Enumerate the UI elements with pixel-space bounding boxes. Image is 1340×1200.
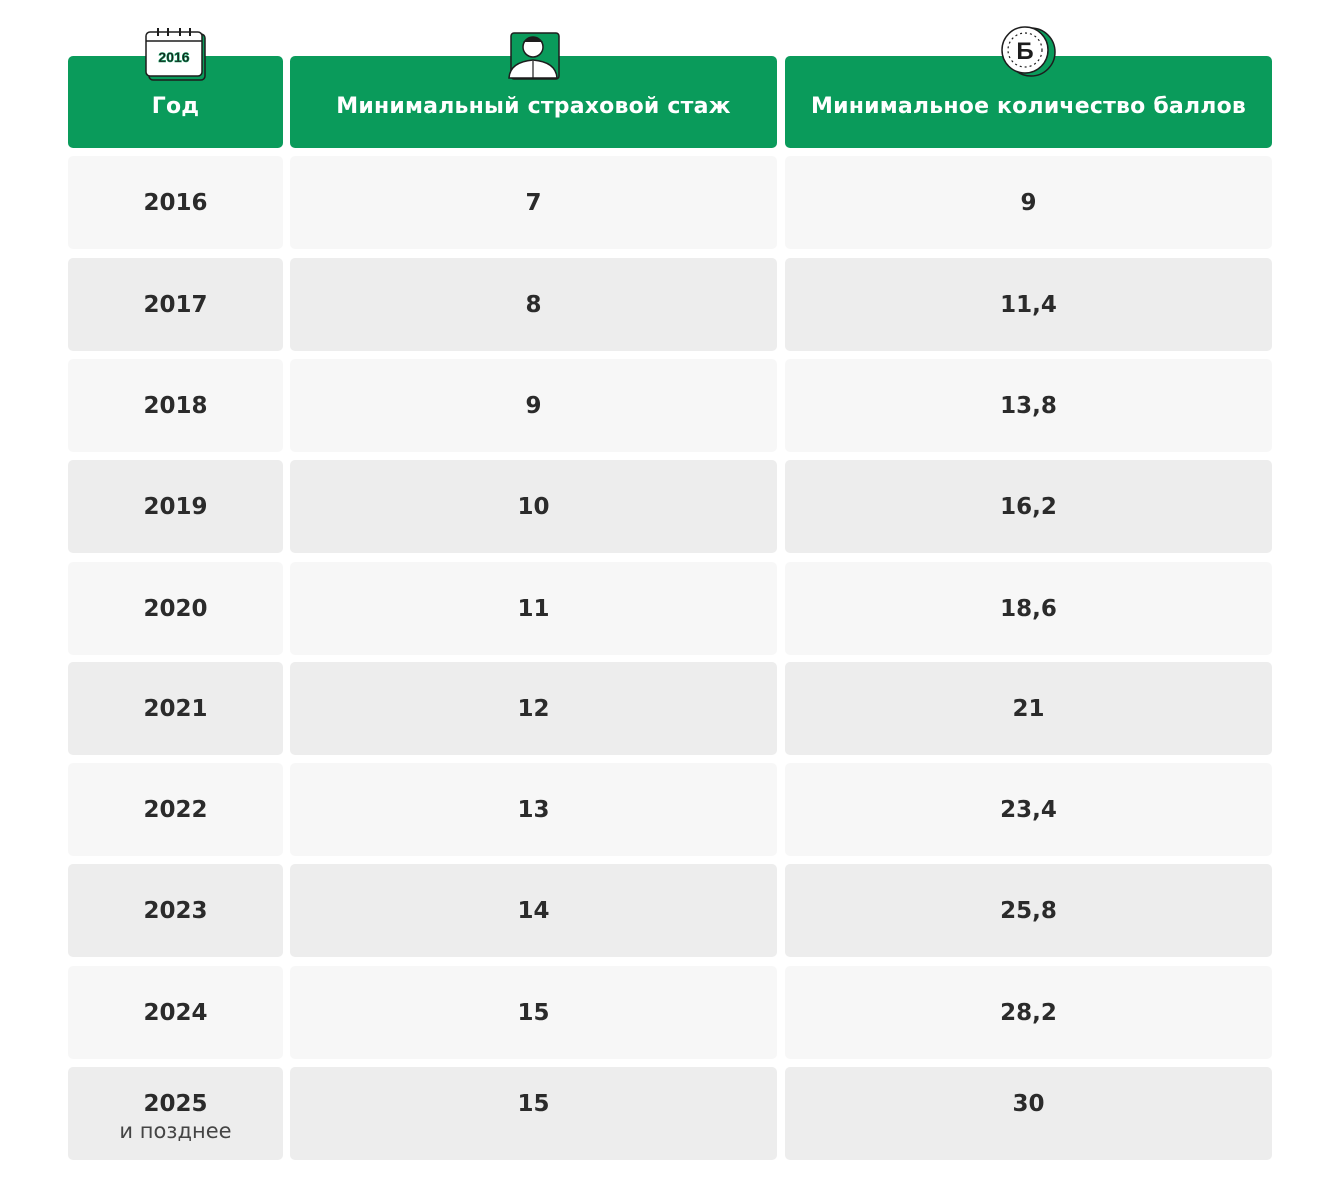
experience-value: 11 <box>517 595 550 622</box>
experience-value: 15 <box>517 999 550 1026</box>
table-row-cell-year: 2017 <box>68 258 283 351</box>
table-row-cell-experience: 15 <box>290 1067 777 1160</box>
table-row-cell-points: 16,2 <box>785 460 1272 553</box>
year-value: 2016 <box>143 189 208 216</box>
coin-icon: Б <box>1001 26 1056 77</box>
calendar-icon: 2016 <box>145 28 206 81</box>
table-row-cell-points: 23,4 <box>785 763 1272 856</box>
table-row-cell-experience: 9 <box>290 359 777 452</box>
table-row-cell-experience: 10 <box>290 460 777 553</box>
points-value: 23,4 <box>1000 796 1057 823</box>
points-value: 11,4 <box>1000 291 1057 318</box>
points-value: 25,8 <box>1000 897 1057 924</box>
experience-value: 14 <box>517 897 550 924</box>
table-row-cell-year: 2025 и позднее <box>68 1067 283 1160</box>
table-row-cell-points: 30 <box>785 1067 1272 1160</box>
table-row-cell-year: 2021 <box>68 662 283 755</box>
header-experience-label: Минимальный страховой стаж <box>336 93 731 119</box>
table-row-cell-experience: 11 <box>290 562 777 655</box>
table-row-cell-points: 28,2 <box>785 966 1272 1059</box>
year-note: и позднее <box>119 1119 232 1143</box>
table-row-cell-points: 25,8 <box>785 864 1272 957</box>
table-row-cell-year: 2019 <box>68 460 283 553</box>
experience-value: 8 <box>525 291 542 318</box>
table-row-cell-points: 21 <box>785 662 1272 755</box>
header-year-label: Год <box>151 93 200 119</box>
table-row-cell-experience: 13 <box>290 763 777 856</box>
table-row-cell-experience: 12 <box>290 662 777 755</box>
calendar-icon-text: 2016 <box>158 49 189 65</box>
table-row-cell-year: 2016 <box>68 156 283 249</box>
year-value: 2020 <box>143 595 208 622</box>
table-row-cell-points: 18,6 <box>785 562 1272 655</box>
table-row-cell-experience: 8 <box>290 258 777 351</box>
table-row-cell-experience: 14 <box>290 864 777 957</box>
year-value: 2023 <box>143 897 208 924</box>
table-row-cell-experience: 15 <box>290 966 777 1059</box>
experience-value: 10 <box>517 493 550 520</box>
year-value: 2018 <box>143 392 208 419</box>
year-value: 2017 <box>143 291 208 318</box>
points-value: 28,2 <box>1000 999 1057 1026</box>
table-row-cell-year: 2020 <box>68 562 283 655</box>
points-value: 16,2 <box>1000 493 1057 520</box>
year-value: 2025 <box>143 1091 208 1117</box>
points-value: 21 <box>1012 695 1045 722</box>
year-value: 2019 <box>143 493 208 520</box>
experience-value: 12 <box>517 695 550 722</box>
table-row-cell-points: 9 <box>785 156 1272 249</box>
experience-value: 13 <box>517 796 550 823</box>
year-value: 2024 <box>143 999 208 1026</box>
points-value: 18,6 <box>1000 595 1057 622</box>
table-row-cell-points: 13,8 <box>785 359 1272 452</box>
table-row-cell-experience: 7 <box>290 156 777 249</box>
table-row-cell-year: 2022 <box>68 763 283 856</box>
year-value: 2021 <box>143 695 208 722</box>
year-value: 2022 <box>143 796 208 823</box>
experience-value: 9 <box>525 392 542 419</box>
table-row-cell-year: 2018 <box>68 359 283 452</box>
points-value: 30 <box>1012 1091 1045 1117</box>
table-row-cell-year: 2023 <box>68 864 283 957</box>
header-points-label: Минимальное количество баллов <box>810 93 1247 119</box>
experience-value: 15 <box>517 1091 550 1117</box>
table-row-cell-year: 2024 <box>68 966 283 1059</box>
table-row-cell-points: 11,4 <box>785 258 1272 351</box>
points-value: 13,8 <box>1000 392 1057 419</box>
experience-value: 7 <box>525 189 542 216</box>
header-experience: Минимальный страховой стаж <box>290 56 777 148</box>
person-icon <box>508 32 560 80</box>
coin-icon-text: Б <box>1016 38 1033 65</box>
points-value: 9 <box>1020 189 1037 216</box>
